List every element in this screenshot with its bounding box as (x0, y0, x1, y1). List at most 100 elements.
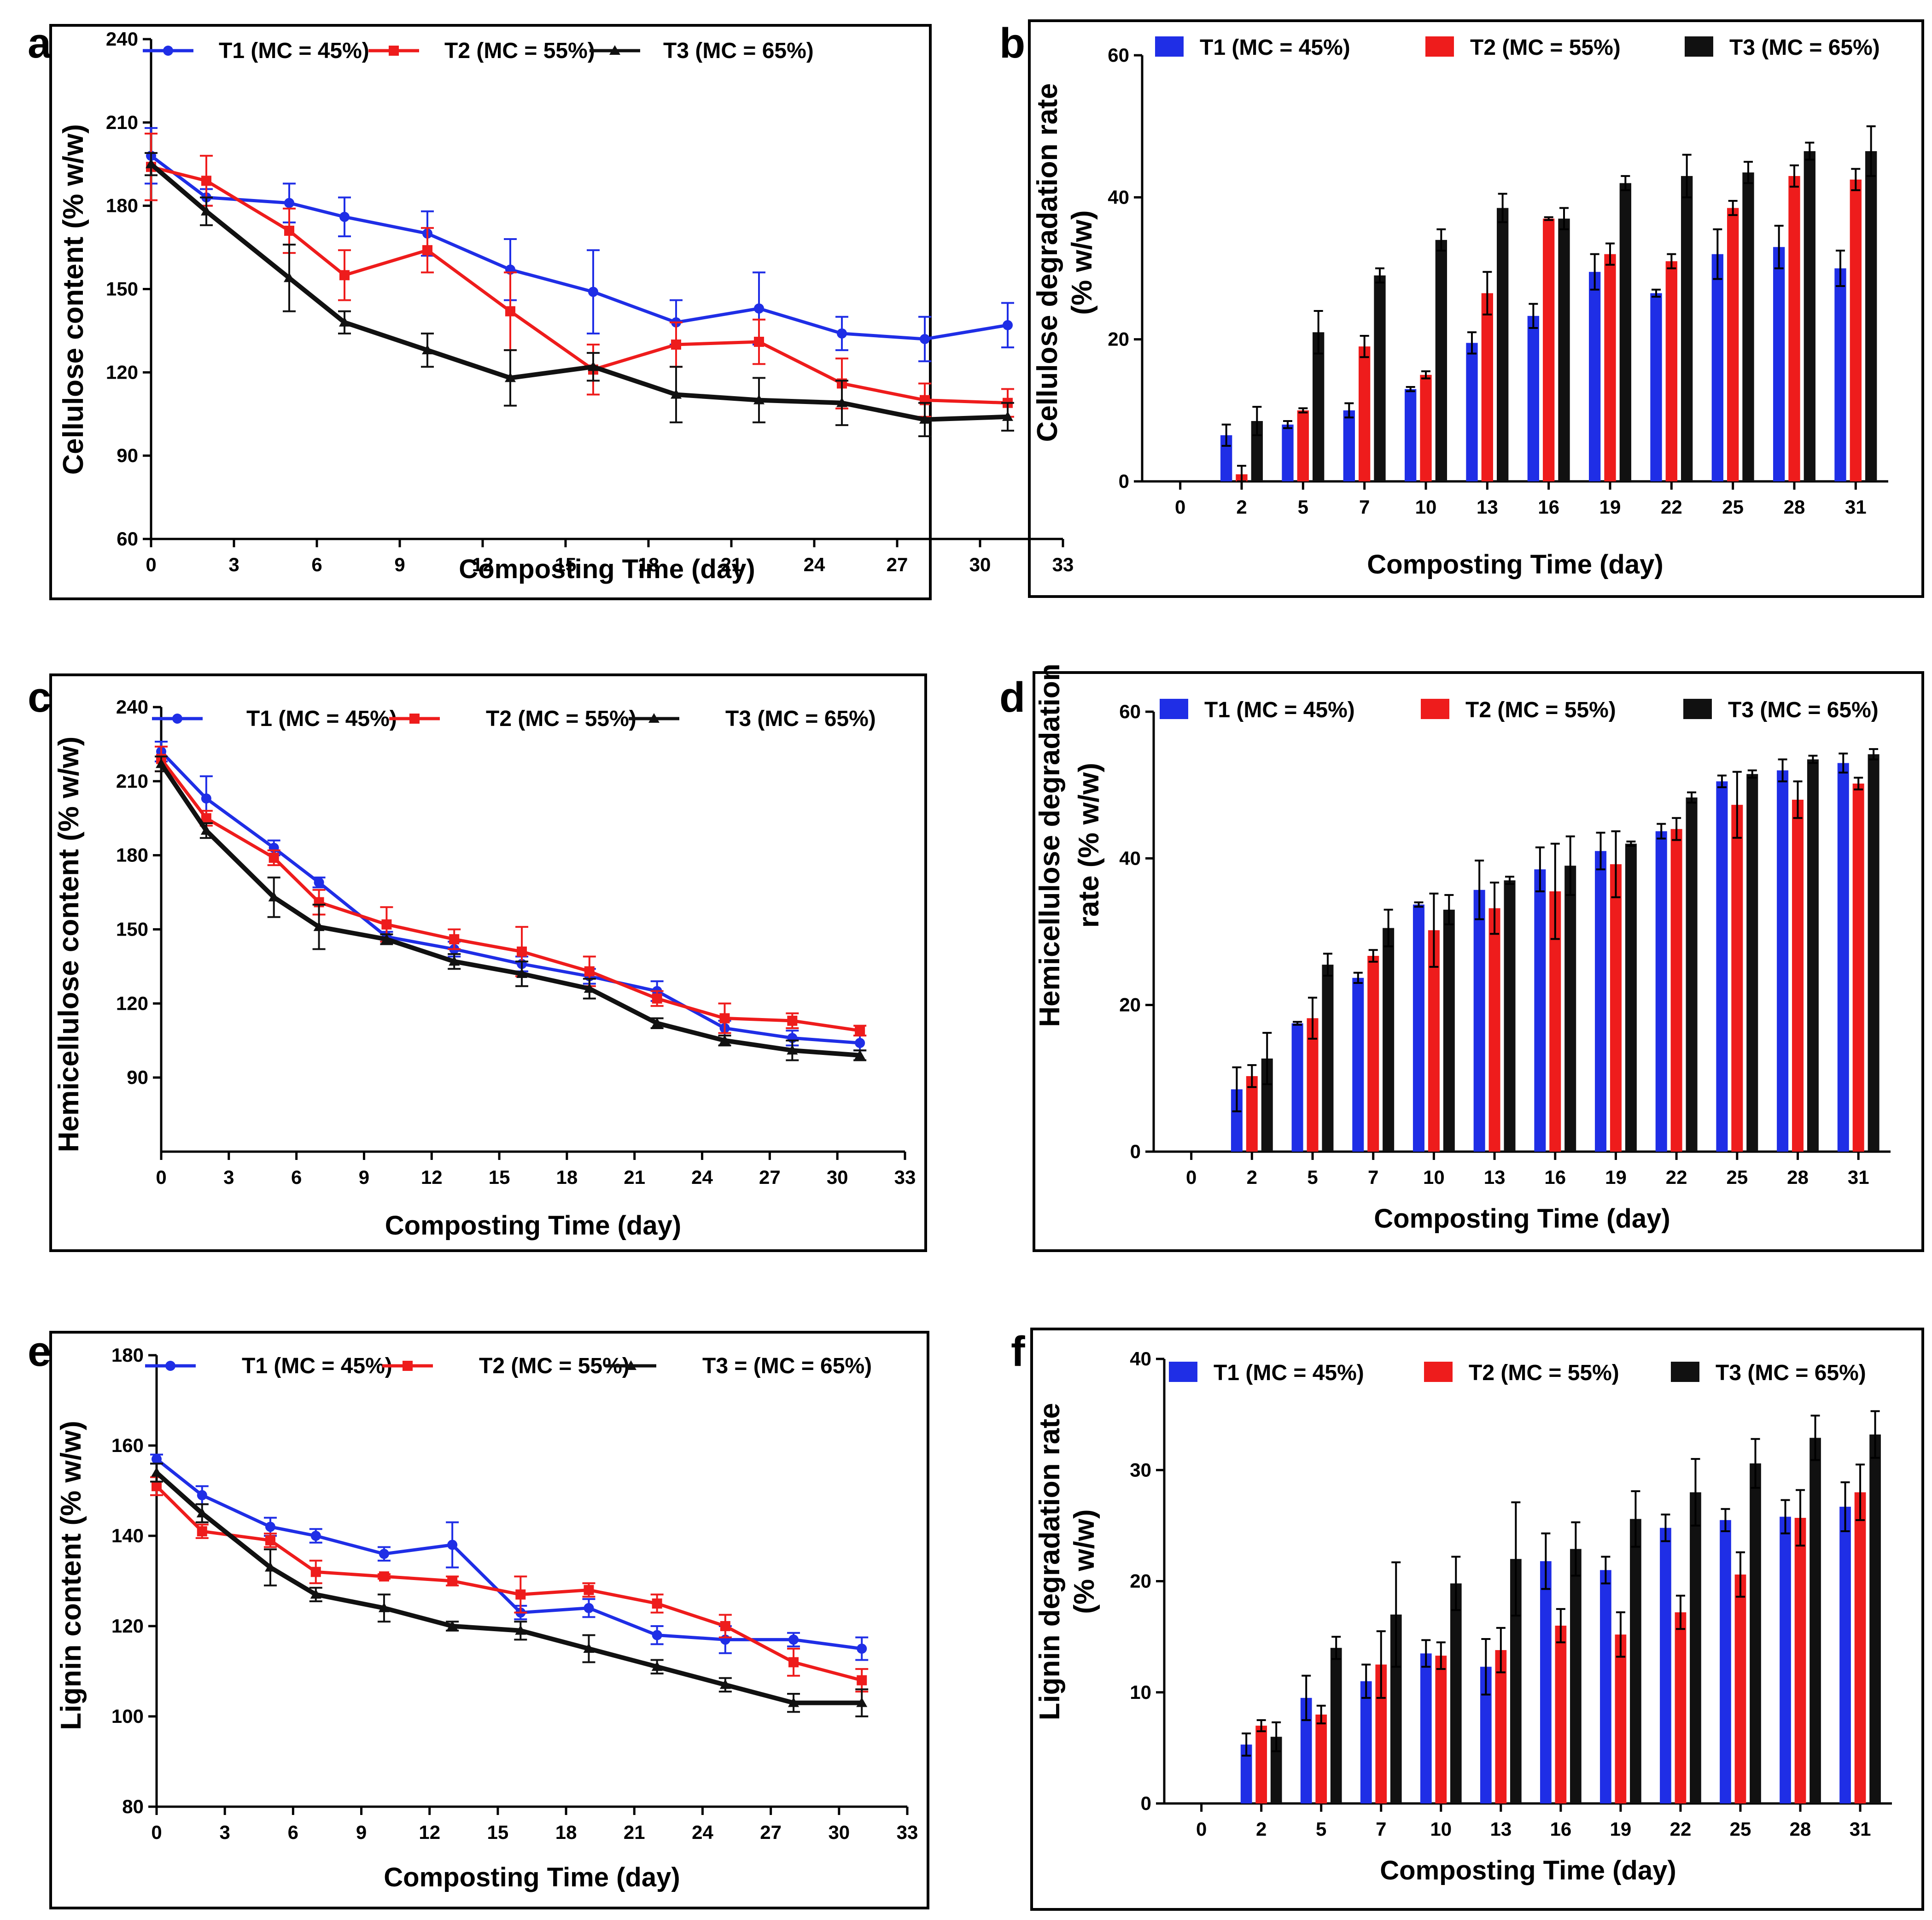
y-tick-label: 210 (116, 770, 148, 792)
series-T2 (155, 745, 867, 1037)
y-tick-label: 0 (1130, 1141, 1141, 1162)
bar-T1 (1540, 1561, 1552, 1803)
bar-T3 (1564, 866, 1576, 1152)
error-bar (1247, 1064, 1257, 1088)
data-point-T3 (339, 316, 350, 327)
data-point-T3 (919, 414, 930, 424)
error-bar (1732, 771, 1742, 839)
data-point-T1 (754, 303, 764, 314)
legend-marker (409, 714, 420, 724)
data-point-T1 (857, 1644, 867, 1654)
x-tick-label: 5 (1316, 1818, 1326, 1840)
x-tick-label: 28 (1784, 496, 1805, 518)
x-tick-label: 6 (291, 1166, 302, 1188)
bar-T1 (1420, 1653, 1432, 1803)
x-tick-label: 9 (359, 1166, 369, 1188)
error-bar (1778, 758, 1787, 783)
series-T2 (150, 1476, 869, 1693)
bar-T1 (1589, 272, 1601, 481)
data-point-T2 (517, 946, 527, 957)
x-tick-label: 21 (624, 1166, 645, 1188)
y-tick-label: 20 (1108, 328, 1129, 350)
y-tick-label: 140 (111, 1525, 144, 1546)
series-T1 (1231, 752, 1849, 1152)
panel-frame (1033, 671, 1924, 1252)
y-tick-label: 160 (111, 1434, 144, 1456)
x-axis-label: Composting Time (day) (1380, 1856, 1676, 1885)
y-tick-label: 20 (1130, 1570, 1151, 1592)
legend-swatch (1155, 36, 1184, 57)
y-axis-label: Lignin content (% w/w) (55, 1421, 87, 1730)
error-bar (1221, 423, 1231, 447)
y-axis-label: Cellulose content (% w/w) (58, 124, 89, 474)
bar-T2 (1297, 410, 1309, 481)
error-bar (1869, 748, 1879, 761)
y-tick-label: 90 (117, 445, 138, 466)
data-point-T3 (1002, 411, 1013, 421)
error-bar (1232, 1066, 1242, 1112)
y-axis-label: (% w/w) (1066, 210, 1098, 315)
x-tick-label: 33 (897, 1821, 918, 1843)
legend-marker (389, 46, 399, 56)
bar-T1 (1720, 1520, 1731, 1803)
x-tick-label: 0 (156, 1166, 166, 1188)
error-bar (1376, 1630, 1386, 1699)
legend-swatch (1425, 36, 1454, 57)
series-T1 (155, 741, 867, 1052)
error-bar (1529, 303, 1538, 329)
legend-label: T2 (MC = 55%) (1470, 35, 1621, 60)
x-tick-label: 30 (969, 554, 991, 575)
error-bar (1481, 1638, 1491, 1696)
data-point-T1 (265, 1522, 275, 1532)
series-T1 (1220, 225, 1846, 481)
data-point-T2 (339, 270, 350, 281)
error-bar (1421, 1639, 1431, 1668)
data-point-T2 (284, 225, 294, 236)
legend-label: T3 = (MC = 65%) (702, 1354, 872, 1378)
bar-T3 (1435, 240, 1447, 481)
error-bar (1414, 901, 1424, 908)
bar-T3 (1619, 183, 1631, 481)
error-bar (1429, 892, 1439, 968)
data-point-T1 (855, 1038, 865, 1048)
error-bar (1391, 1561, 1401, 1668)
data-point-T2 (788, 1657, 799, 1668)
bar-T3 (1450, 1583, 1462, 1803)
series-T1 (1240, 1481, 1851, 1803)
data-point-T2 (720, 1621, 730, 1631)
error-bar (1262, 1032, 1272, 1085)
legend-item-T2: T2 (MC = 55%) (1424, 1361, 1619, 1385)
bar-T1 (1527, 316, 1539, 481)
bar-T3 (1625, 843, 1637, 1152)
bar-T3 (1570, 1549, 1582, 1803)
bar-T1 (1655, 831, 1667, 1152)
data-point-T2 (268, 853, 279, 863)
data-point-T3 (836, 397, 847, 407)
bar-T2 (1792, 800, 1804, 1152)
legend-marker (648, 713, 660, 723)
legend-swatch (1424, 1362, 1453, 1382)
panel-letter: f (1011, 1328, 1025, 1375)
x-tick-label: 18 (638, 554, 660, 575)
bar-T3 (1865, 151, 1877, 481)
bar-T2 (1665, 261, 1677, 481)
bar-T1 (1777, 770, 1789, 1152)
legend-swatch (1160, 699, 1188, 719)
x-tick-label: 25 (1722, 496, 1744, 518)
data-point-T3 (151, 1467, 162, 1477)
legend-item-T1: T1 (MC = 45%) (143, 39, 369, 63)
x-tick-label: 27 (887, 554, 908, 575)
data-point-T3 (719, 1035, 730, 1045)
error-bar (1621, 175, 1630, 191)
x-tick-label: 10 (1415, 496, 1437, 518)
data-point-T1 (1003, 320, 1013, 330)
error-bar (1293, 1021, 1302, 1026)
error-bar (1596, 831, 1605, 871)
data-point-T3 (268, 891, 280, 901)
panel-frame (49, 673, 927, 1252)
x-tick-label: 24 (692, 1821, 713, 1843)
bar-T2 (1367, 956, 1379, 1152)
data-point-T1 (201, 793, 211, 804)
series-T3 (1261, 748, 1879, 1152)
